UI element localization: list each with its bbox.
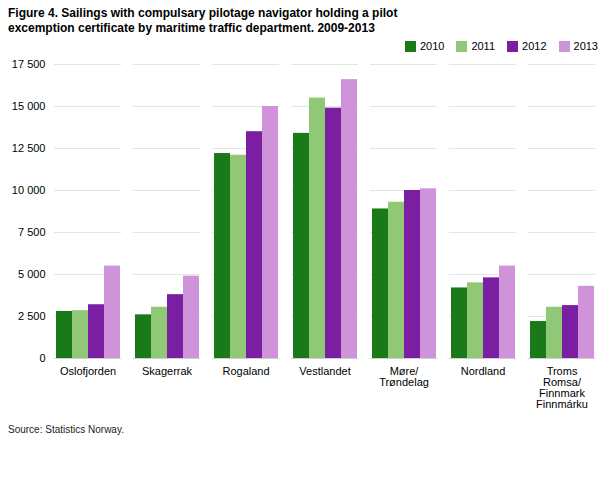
svg-text:Møre/Trøndelag: Møre/Trøndelag: [379, 365, 429, 388]
html-text:Figure 4. Sailings with compul: Figure 4. Sailings with compulsary pilot…: [8, 6, 398, 35]
html-text:2010: 2010: [419, 40, 445, 52]
svg-text:Skagerrak: Skagerrak: [142, 365, 193, 377]
svg-text:12 500: 12 500: [12, 142, 46, 154]
svg-text:2 500: 2 500: [18, 310, 46, 322]
svg-text:Vestlandet: Vestlandet: [299, 365, 350, 377]
svg-text:17 500: 17 500: [12, 58, 46, 70]
svg-text:7 500: 7 500: [18, 226, 46, 238]
svg-text:5 000: 5 000: [18, 268, 46, 280]
svg-text:TromsRomsa/FinnmarkFinnmárku: TromsRomsa/FinnmarkFinnmárku: [536, 365, 588, 410]
svg-text:Oslofjorden: Oslofjorden: [60, 365, 116, 377]
svg-text:Nordland: Nordland: [461, 365, 506, 377]
svg-text:Rogaland: Rogaland: [222, 365, 269, 377]
html-text:2012: 2012: [522, 40, 547, 52]
svg-text:10 000: 10 000: [12, 184, 46, 196]
svg-text:0: 0: [39, 352, 45, 364]
svg-text:15 000: 15 000: [12, 100, 46, 112]
html-text:2011: 2011: [471, 40, 495, 52]
html-text:Source: Statistics Norway.: Source: Statistics Norway.: [8, 424, 124, 435]
html-text:2013: 2013: [573, 40, 598, 52]
